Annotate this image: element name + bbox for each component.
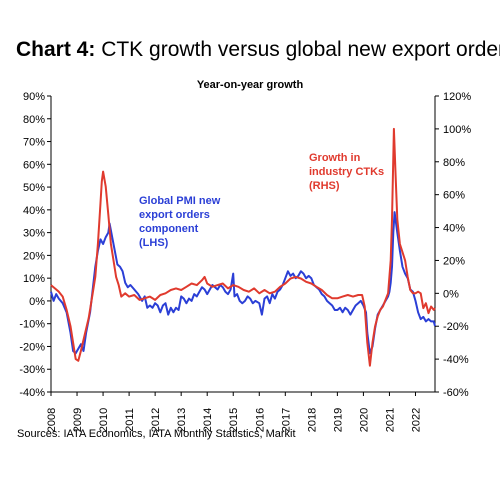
x-axis-tick-label: 2018 xyxy=(306,408,318,432)
left-axis-tick-label: 10% xyxy=(23,273,45,285)
x-axis-tick-label: 2009 xyxy=(72,408,84,432)
left-axis-tick-label: 30% xyxy=(23,228,45,240)
annotation-pmi-label: Global PMI new xyxy=(139,195,221,207)
x-axis-tick-label: 2008 xyxy=(46,408,58,432)
left-axis-tick-label: -10% xyxy=(19,319,45,331)
left-axis-tick-label: 0% xyxy=(29,296,45,308)
x-axis-tick-label: 2019 xyxy=(332,408,344,432)
left-axis-tick-label: 40% xyxy=(23,205,45,217)
x-axis-tick-label: 2013 xyxy=(176,408,188,432)
chart-title-text: CTK growth versus global new export orde… xyxy=(95,38,500,61)
annotation-pmi-label: component xyxy=(139,223,199,235)
x-axis-tick-label: 2021 xyxy=(384,408,396,432)
left-axis-tick-label: 90% xyxy=(23,91,45,103)
annotation-ctk-label: (RHS) xyxy=(309,180,340,192)
left-axis-tick-label: -40% xyxy=(19,387,45,399)
left-axis-tick-label: 20% xyxy=(23,250,45,262)
x-axis-tick-label: 2016 xyxy=(254,408,266,432)
x-axis-tick-label: 2014 xyxy=(202,408,214,432)
series-line-pmi xyxy=(50,211,436,355)
chart-title: Chart 4: CTK growth versus global new ex… xyxy=(16,38,500,62)
left-axis-tick-label: 80% xyxy=(23,114,45,126)
left-axis-tick-label: 50% xyxy=(23,182,45,194)
left-axis-tick-label: -30% xyxy=(19,364,45,376)
right-axis-tick-label: 40% xyxy=(443,223,465,235)
chart-subtitle: Year-on-year growth xyxy=(196,79,304,91)
right-axis-tick-label: 60% xyxy=(443,190,465,202)
left-axis-tick-label: 60% xyxy=(23,159,45,171)
annotation-ctk-label: Growth in xyxy=(309,152,361,164)
x-axis-tick-label: 2022 xyxy=(410,408,422,432)
x-axis-tick-label: 2011 xyxy=(124,408,136,432)
right-axis-tick-label: -60% xyxy=(443,387,469,399)
right-axis-tick-label: 120% xyxy=(443,91,471,103)
series-line-ctk xyxy=(50,127,436,367)
x-axis-tick-label: 2017 xyxy=(280,408,292,432)
x-axis-tick-label: 2015 xyxy=(228,408,240,432)
x-axis-tick-label: 2012 xyxy=(150,408,162,432)
right-axis-tick-label: 0% xyxy=(443,288,459,300)
sources-note: Sources: IATA Economics, IATA Monthly St… xyxy=(17,428,296,440)
annotation-pmi-label: export orders xyxy=(139,209,210,221)
x-axis-tick-label: 2010 xyxy=(98,408,110,432)
annotation-ctk-label: industry CTKs xyxy=(309,166,384,178)
right-axis-tick-label: -40% xyxy=(443,354,469,366)
right-axis-tick-label: 100% xyxy=(443,124,471,136)
x-axis-tick-label: 2020 xyxy=(358,408,370,432)
right-axis-tick-label: 80% xyxy=(443,157,465,169)
left-axis-tick-label: 70% xyxy=(23,137,45,149)
right-axis-tick-label: -20% xyxy=(443,321,469,333)
chart-title-prefix: Chart 4: xyxy=(16,38,96,61)
left-axis-tick-label: -20% xyxy=(19,341,45,353)
right-axis-tick-label: 20% xyxy=(443,255,465,267)
annotation-pmi-label: (LHS) xyxy=(139,237,169,249)
